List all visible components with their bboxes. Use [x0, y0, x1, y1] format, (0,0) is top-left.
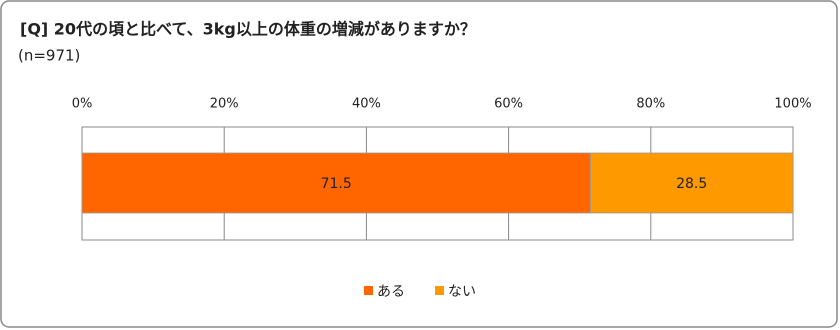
legend-swatch — [435, 286, 444, 295]
legend-label: ない — [448, 284, 476, 300]
bar-segment — [589, 152, 794, 214]
value-label: 28.5 — [676, 176, 707, 192]
x-tick-label: 0% — [72, 97, 93, 112]
value-label: 71.5 — [321, 176, 352, 192]
bar-segment — [81, 152, 591, 214]
x-tick-label: 40% — [352, 97, 381, 112]
x-tick-label: 20% — [210, 97, 239, 112]
chart-subtitle: (n=971) — [18, 47, 80, 65]
legend-label: ある — [377, 284, 405, 300]
legend-swatch — [364, 286, 373, 295]
x-tick-label: 100% — [774, 97, 811, 112]
chart-title: [Q] 20代の頃と比べて、3kg以上の体重の増減がありますか？ — [20, 20, 476, 39]
x-tick-label: 80% — [636, 97, 665, 112]
x-tick-label: 60% — [494, 97, 523, 112]
